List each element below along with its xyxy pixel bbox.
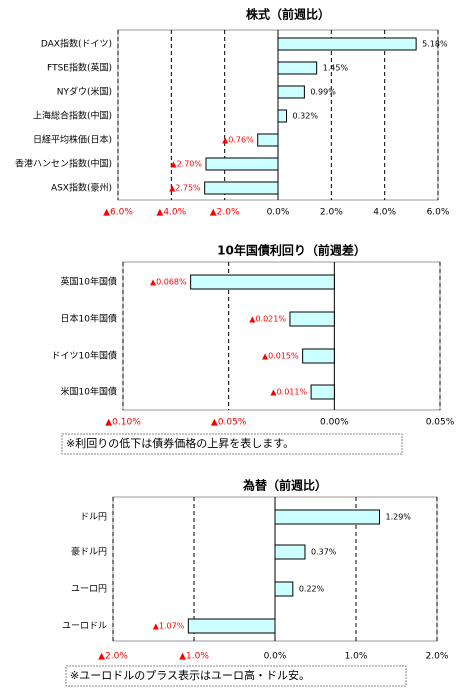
value-label: 0.32% [293,112,319,121]
x-tick-label: ▲0.10% [105,418,141,428]
category-label: ユーロドル [62,622,107,632]
bar [274,581,294,597]
x-tick-label: 0.0% [267,208,290,218]
category-label: ドイツ10年国債 [52,350,117,362]
note: ※ユーロドルのプラス表示はユーロ高・ドル安。 [70,668,310,682]
x-tick-label: ▲4.0% [156,208,186,218]
note: ※利回りの低下は債券価格の上昇を表します。 [66,436,294,450]
category-label: 米国10年国債 [61,386,117,398]
bar [190,274,335,290]
value-label: ▲2.75% [169,184,201,193]
category-label: NYダウ(米国) [57,86,112,98]
x-tick-label: 0.00% [320,418,349,428]
x-tick-label: ▲1.0% [179,652,209,662]
x-tick-label: 2.0% [320,208,343,218]
value-label: ▲2.70% [170,160,202,169]
bar [302,348,335,364]
category-label: DAX指数(ドイツ) [41,38,112,50]
value-label: 0.22% [299,585,325,594]
value-label: ▲0.011% [270,388,307,397]
category-label: 香港ハンセン指数(中国) [15,158,112,170]
value-label: 1.29% [385,513,411,522]
bar [204,181,279,195]
bar [277,85,305,99]
bar [277,61,318,75]
bar [289,311,335,327]
bar [257,133,279,147]
x-tick-label: 2.0% [426,652,449,662]
bar [274,544,306,560]
category-label: 上海総合指数(中国) [33,110,112,122]
value-label: ▲0.76% [222,136,254,145]
value-label: ▲0.068% [150,278,187,287]
category-label: FTSE指数(英国) [47,62,112,74]
bar [274,509,380,525]
value-label: ▲0.021% [249,315,286,324]
x-tick-label: 6.0% [427,208,450,218]
chart-title: 10年国債利回り（前週差） [217,243,366,258]
x-tick-label: ▲6.0% [103,208,133,218]
note-box [61,433,403,455]
chart-title: 為替（前週比） [243,478,327,493]
bar [205,157,279,171]
x-tick-label: 0.0% [264,652,287,662]
x-tick-label: ▲0.05% [211,418,247,428]
bar [277,37,417,51]
value-label: 0.99% [310,88,336,97]
category-label: 日本10年国債 [61,313,117,325]
bar [310,384,335,400]
x-tick-label: 4.0% [373,208,396,218]
category-label: ユーロ円 [71,584,107,595]
category-label: ASX指数(豪州) [51,182,112,194]
note-box [65,665,407,687]
x-tick-label: ▲2.0% [210,208,240,218]
category-label: ドル円 [80,512,107,523]
category-label: 英国10年国債 [61,276,117,288]
bar [277,109,288,123]
x-tick-label: ▲2.0% [98,652,128,662]
category-label: 日経平均株価(日本) [33,134,112,146]
value-label: ▲0.015% [262,352,299,361]
x-tick-label: 1.0% [345,652,368,662]
x-tick-label: 0.05% [426,418,455,428]
value-label: 0.37% [311,548,337,557]
value-label: 5.18% [422,40,448,49]
value-label: 1.45% [323,64,349,73]
value-label: ▲1.07% [153,622,185,631]
chart-title: 株式（前週比） [246,7,330,22]
bar [187,618,276,634]
category-label: 豪ドル円 [71,546,107,558]
